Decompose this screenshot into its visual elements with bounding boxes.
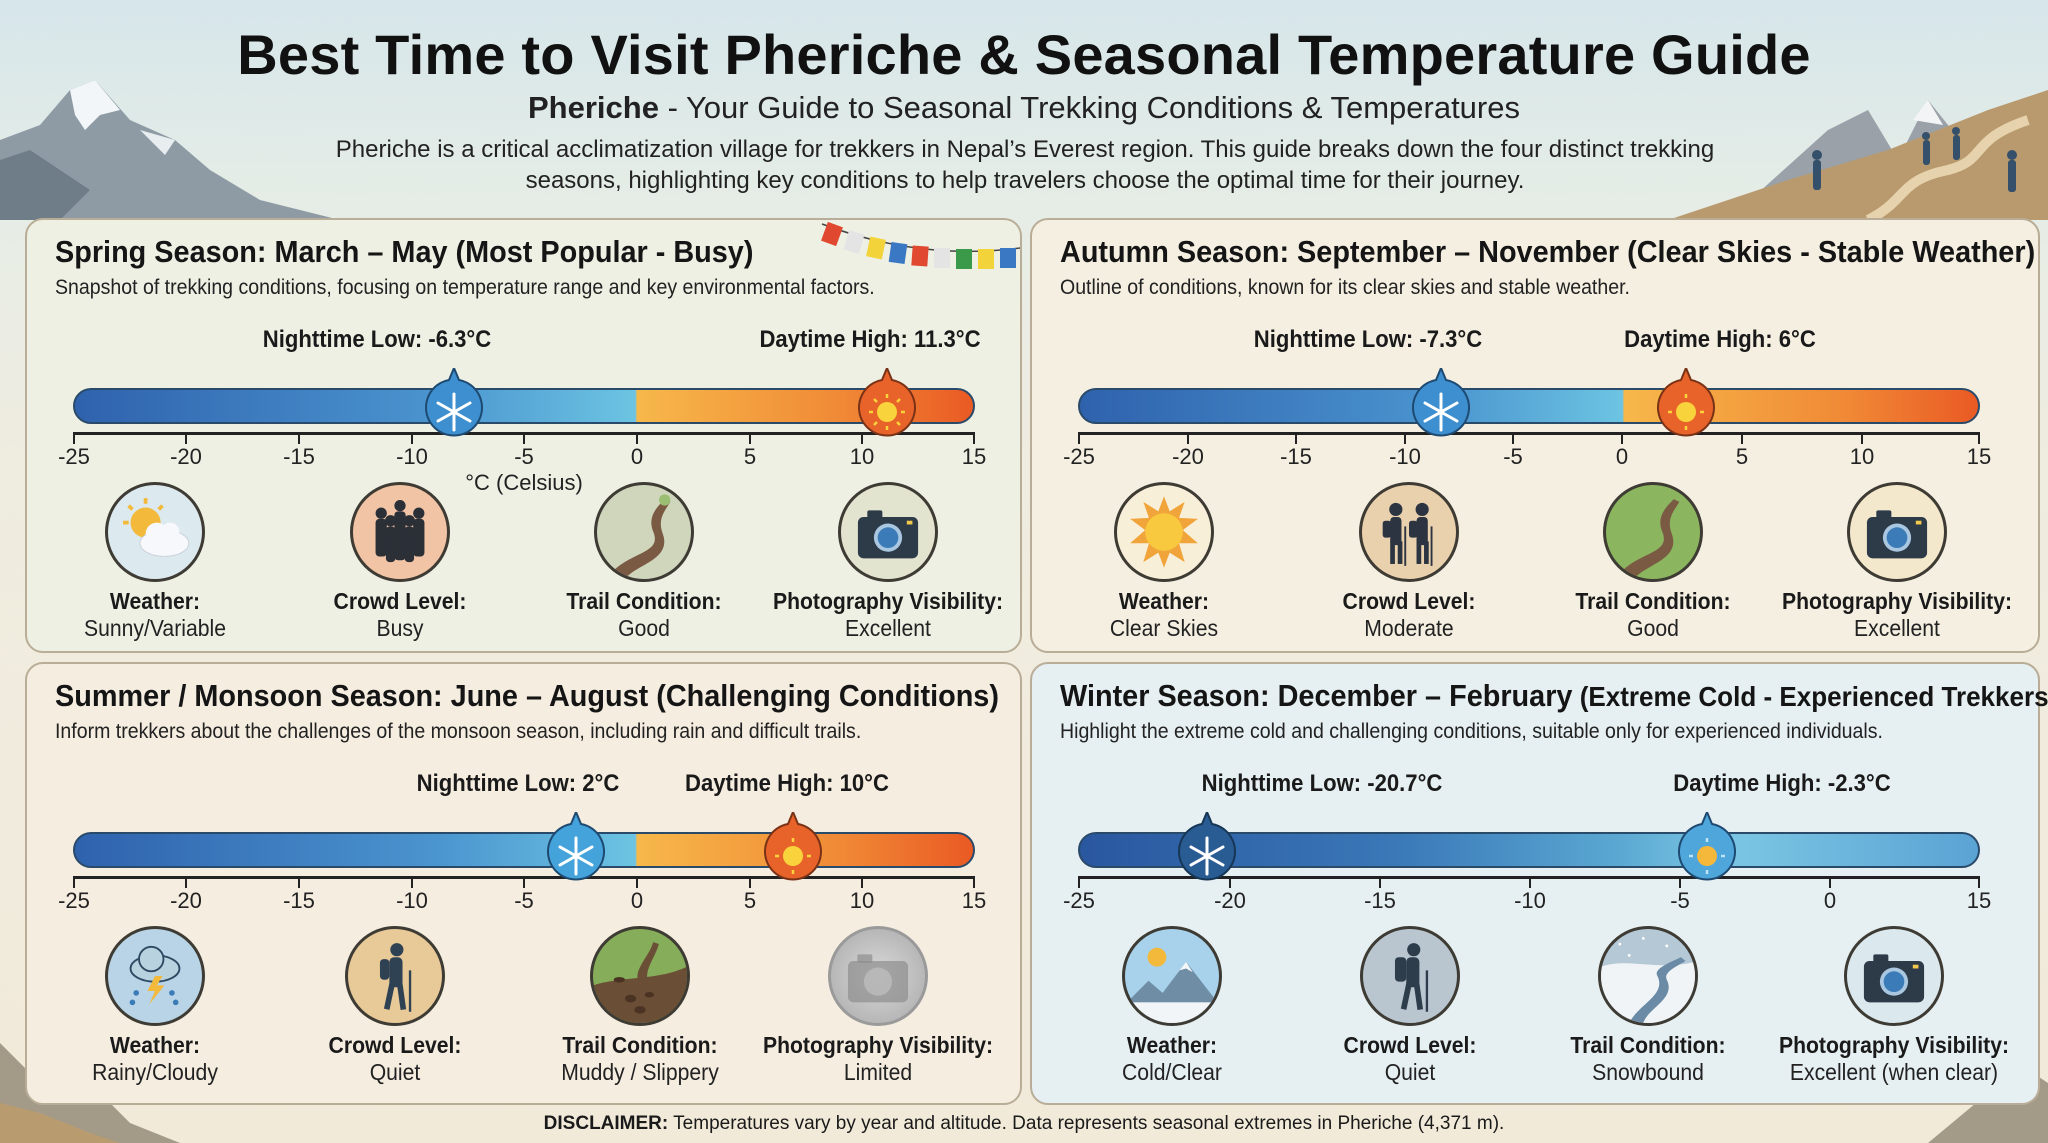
- spring-trail: Trail Condition: Good: [514, 482, 774, 642]
- autumn-high-label: Daytime High: 6°C: [1624, 326, 1816, 353]
- spring-low-label: Nighttime Low: -6.3°C: [262, 326, 492, 353]
- summer-low-label: Nighttime Low: 2°C: [416, 770, 620, 797]
- autumn-description: Outline of conditions, known for its cle…: [1060, 276, 1630, 299]
- summer-temperature-bar: [73, 832, 975, 868]
- summer-title: Summer / Monsoon Season: June – August (…: [55, 678, 999, 713]
- subtitle-text: - Your Guide to Seasonal Trekking Condit…: [658, 90, 1520, 125]
- intro-paragraph: Pheriche is a critical acclimatization v…: [290, 134, 1760, 196]
- sun-mountain-icon: [1122, 926, 1222, 1026]
- sun-high-marker: [1657, 368, 1715, 437]
- winter-high-label: Daytime High: -2.3°C: [1673, 770, 1891, 797]
- snow-trail-icon: [1598, 926, 1698, 1026]
- disclaimer-text: Temperatures vary by year and altitude. …: [668, 1113, 1505, 1134]
- summer-crowd: Crowd Level: Quiet: [265, 926, 525, 1086]
- winter-trail: Trail Condition: Snowbound: [1518, 926, 1778, 1086]
- sun-high-marker: [1678, 812, 1736, 881]
- snowflake-low-marker: [547, 812, 605, 881]
- prayer-flags-decoration: [821, 221, 1020, 269]
- single-hiker-icon: [1360, 926, 1460, 1026]
- summer-photography: Photography Visibility: Limited: [748, 926, 1008, 1086]
- camera-icon: [1847, 482, 1947, 582]
- two-hikers-icon: [1359, 482, 1459, 582]
- autumn-temperature-bar: [1078, 388, 1980, 424]
- spring-title: Spring Season: March – May (Most Popular…: [55, 234, 754, 269]
- winter-crowd: Crowd Level: Quiet: [1280, 926, 1540, 1086]
- summer-trail: Trail Condition: Muddy / Slippery: [510, 926, 770, 1086]
- autumn-photography: Photography Visibility: Excellent: [1767, 482, 2027, 642]
- camera-icon: [1844, 926, 1944, 1026]
- winter-season-panel: Winter Season: December – February (Extr…: [1030, 662, 2048, 1105]
- storm-cloud-icon: [105, 926, 205, 1026]
- sun-cloud-icon: [105, 482, 205, 582]
- sun-icon: [1114, 482, 1214, 582]
- summer-season-panel: Summer / Monsoon Season: June – August (…: [25, 662, 1022, 1105]
- subtitle-place: Pheriche: [528, 90, 659, 125]
- spring-temperature-bar: [73, 388, 975, 424]
- summer-weather: Weather: Rainy/Cloudy: [25, 926, 285, 1086]
- winter-weather: Weather: Cold/Clear: [1042, 926, 1302, 1086]
- single-hiker-icon: [345, 926, 445, 1026]
- disclaimer-label: DISCLAIMER:: [543, 1113, 669, 1134]
- camera-icon: [838, 482, 938, 582]
- summer-description: Inform trekkers about the challenges of …: [55, 720, 862, 743]
- muddy-trail-icon: [590, 926, 690, 1026]
- winter-description: Highlight the extreme cold and challengi…: [1060, 720, 1883, 743]
- snowflake-low-marker: [1178, 812, 1236, 881]
- autumn-axis: [1078, 432, 1980, 435]
- winter-low-label: Nighttime Low: -20.7°C: [1201, 770, 1443, 797]
- spring-photography: Photography Visibility: Excellent: [758, 482, 1018, 642]
- autumn-season-panel: Autumn Season: September – November (Cle…: [1030, 218, 2040, 653]
- spring-crowd: Crowd Level: Busy: [270, 482, 530, 642]
- spring-unit-label: °C (Celsius): [465, 470, 583, 495]
- autumn-crowd: Crowd Level: Moderate: [1279, 482, 1539, 642]
- autumn-title: Autumn Season: September – November (Cle…: [1060, 234, 2036, 269]
- intro-line-1: Pheriche is a critical acclimatization v…: [335, 136, 1715, 163]
- autumn-weather: Weather: Clear Skies: [1034, 482, 1294, 642]
- spring-description: Snapshot of trekking conditions, focusin…: [55, 276, 875, 299]
- winter-title: Winter Season: December – February (Extr…: [1060, 678, 2048, 713]
- foggy-camera-icon: [828, 926, 928, 1026]
- mountain-right-illustration: [1668, 90, 2048, 220]
- snowflake-low-marker: [425, 368, 483, 437]
- spring-weather: Weather: Sunny/Variable: [25, 482, 285, 642]
- mountain-left-illustration: [0, 80, 340, 220]
- autumn-low-label: Nighttime Low: -7.3°C: [1253, 326, 1483, 353]
- spring-season-panel: Spring Season: March – May (Most Popular…: [25, 218, 1022, 653]
- crowd-icon: [350, 482, 450, 582]
- snowflake-low-marker: [1412, 368, 1470, 437]
- autumn-trail: Trail Condition: Good: [1523, 482, 1783, 642]
- spring-high-label: Daytime High: 11.3°C: [759, 326, 981, 353]
- trail-icon: [1603, 482, 1703, 582]
- trail-icon: [594, 482, 694, 582]
- winter-photography: Photography Visibility: Excellent (when …: [1764, 926, 2024, 1086]
- disclaimer: DISCLAIMER: Temperatures vary by year an…: [0, 1113, 2048, 1135]
- intro-line-2: seasons, highlighting key conditions to …: [525, 167, 1525, 194]
- sun-high-marker: [858, 368, 916, 437]
- page-title: Best Time to Visit Pheriche & Seasonal T…: [237, 23, 1811, 86]
- page-subtitle: Pheriche - Your Guide to Seasonal Trekki…: [0, 90, 2048, 126]
- sun-high-marker: [764, 812, 822, 881]
- summer-high-label: Daytime High: 10°C: [685, 770, 889, 797]
